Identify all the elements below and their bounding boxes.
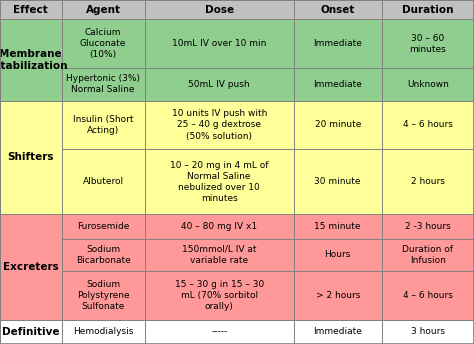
Text: > 2 hours: > 2 hours (316, 291, 360, 300)
Bar (62, 149, 145, 214)
Text: Immediate: Immediate (313, 80, 362, 89)
Bar (145, 149, 294, 214)
Text: 4 – 6 hours: 4 – 6 hours (403, 291, 453, 300)
Bar (145, 271, 294, 320)
Text: Furosemide: Furosemide (77, 222, 129, 231)
Text: 30 minute: 30 minute (314, 177, 361, 186)
Bar (294, 214, 382, 238)
Bar (62, 20, 145, 68)
Text: Insulin (Short
Acting): Insulin (Short Acting) (73, 115, 133, 135)
Bar (382, 0, 474, 20)
Text: Unknown: Unknown (407, 80, 449, 89)
Bar (382, 100, 474, 149)
Bar (145, 100, 294, 149)
Text: Hypertonic (3%)
Normal Saline: Hypertonic (3%) Normal Saline (66, 74, 140, 94)
Bar (382, 149, 474, 214)
Text: Dose: Dose (205, 5, 234, 15)
Bar (62, 271, 145, 320)
Text: Albuterol: Albuterol (82, 177, 124, 186)
Text: -----: ----- (211, 327, 228, 336)
Bar (294, 271, 382, 320)
Bar (0, 320, 62, 344)
Bar (145, 20, 294, 68)
Bar (294, 68, 382, 100)
Bar (382, 68, 474, 100)
Text: Hemodialysis: Hemodialysis (73, 327, 133, 336)
Text: Onset: Onset (320, 5, 355, 15)
Text: 10 units IV push with
25 – 40 g dextrose
(50% solution): 10 units IV push with 25 – 40 g dextrose… (172, 109, 267, 141)
Bar (0, 20, 62, 100)
Text: Agent: Agent (86, 5, 120, 15)
Bar (145, 320, 294, 344)
Text: Duration of
Infusion: Duration of Infusion (402, 245, 453, 265)
Bar (382, 320, 474, 344)
Text: Hours: Hours (325, 250, 351, 259)
Bar (0, 214, 62, 320)
Text: Sodium
Polystyrene
Sulfonate: Sodium Polystyrene Sulfonate (77, 280, 129, 311)
Bar (62, 238, 145, 271)
Bar (62, 214, 145, 238)
Text: Definitive: Definitive (2, 327, 60, 337)
Text: 3 hours: 3 hours (411, 327, 445, 336)
Text: 15 minute: 15 minute (314, 222, 361, 231)
Bar (382, 238, 474, 271)
Bar (145, 214, 294, 238)
Text: Membrane
Stabilization: Membrane Stabilization (0, 49, 68, 71)
Text: Excreters: Excreters (3, 262, 59, 272)
Text: 10mL IV over 10 min: 10mL IV over 10 min (172, 39, 266, 48)
Text: Shifters: Shifters (8, 152, 54, 162)
Text: Duration: Duration (402, 5, 454, 15)
Bar (294, 320, 382, 344)
Text: 2 hours: 2 hours (411, 177, 445, 186)
Bar (382, 214, 474, 238)
Bar (145, 0, 294, 20)
Text: 2 -3 hours: 2 -3 hours (405, 222, 451, 231)
Bar (62, 0, 145, 20)
Text: 15 – 30 g in 15 – 30
mL (70% sorbitol
orally): 15 – 30 g in 15 – 30 mL (70% sorbitol or… (174, 280, 264, 311)
Bar (62, 320, 145, 344)
Text: 50mL IV push: 50mL IV push (188, 80, 250, 89)
Text: 30 – 60
minutes: 30 – 60 minutes (410, 34, 446, 54)
Text: Calcium
Gluconate
(10%): Calcium Gluconate (10%) (80, 28, 126, 60)
Bar (294, 238, 382, 271)
Text: 150mmol/L IV at
variable rate: 150mmol/L IV at variable rate (182, 245, 256, 265)
Text: Immediate: Immediate (313, 39, 362, 48)
Bar (0, 100, 62, 214)
Bar (62, 100, 145, 149)
Bar (382, 271, 474, 320)
Text: Sodium
Bicarbonate: Sodium Bicarbonate (76, 245, 130, 265)
Bar (294, 149, 382, 214)
Bar (62, 68, 145, 100)
Bar (294, 0, 382, 20)
Bar (145, 238, 294, 271)
Bar (294, 20, 382, 68)
Text: Immediate: Immediate (313, 327, 362, 336)
Bar (294, 100, 382, 149)
Text: 10 – 20 mg in 4 mL of
Normal Saline
nebulized over 10
minutes: 10 – 20 mg in 4 mL of Normal Saline nebu… (170, 161, 268, 203)
Text: 20 minute: 20 minute (315, 120, 361, 129)
Text: 40 – 80 mg IV x1: 40 – 80 mg IV x1 (181, 222, 257, 231)
Bar (0, 0, 62, 20)
Bar (382, 20, 474, 68)
Bar (145, 68, 294, 100)
Text: Effect: Effect (13, 5, 48, 15)
Text: 4 – 6 hours: 4 – 6 hours (403, 120, 453, 129)
